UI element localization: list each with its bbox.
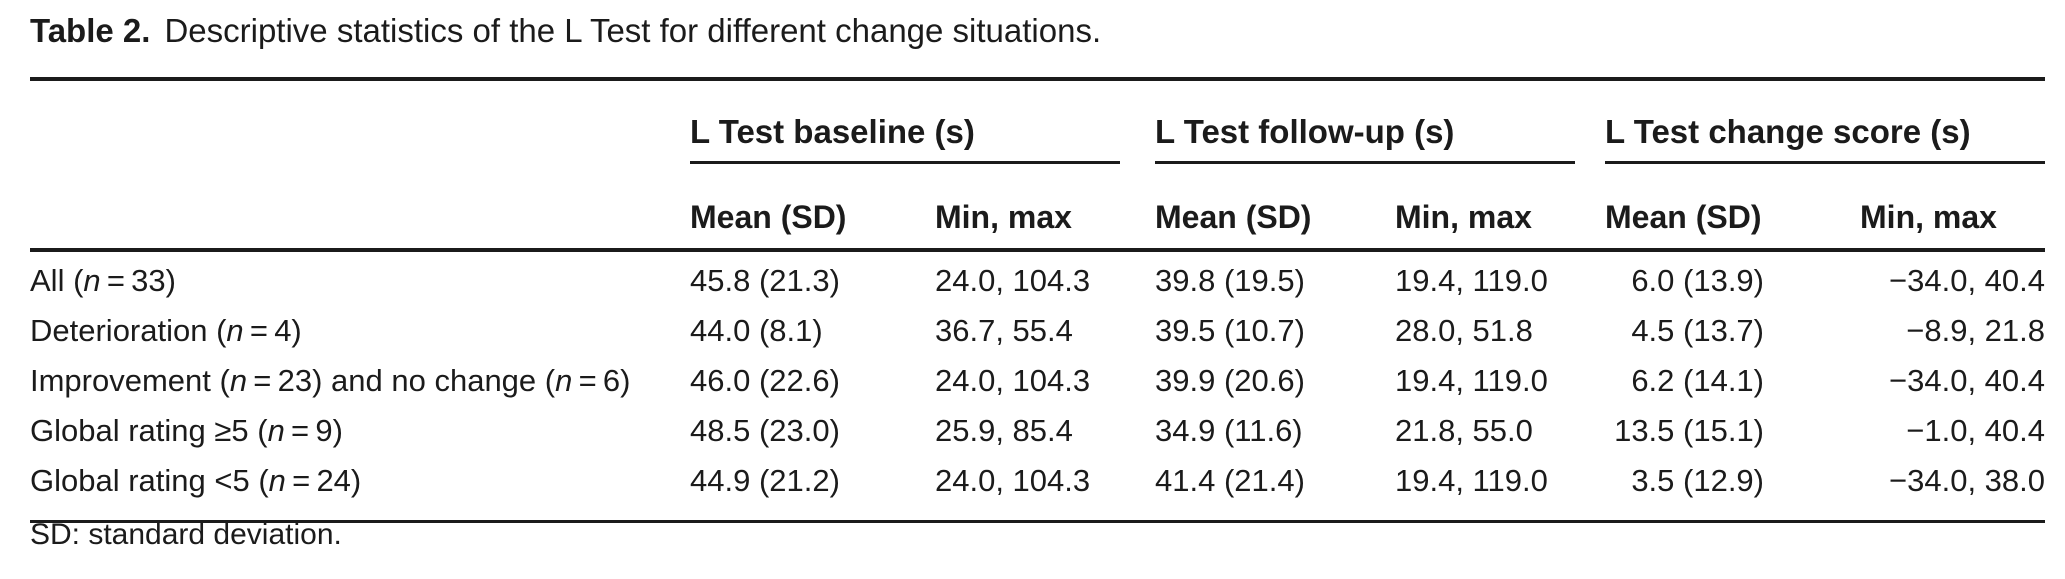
table-cell: 39.8 (19.5) <box>1155 263 1305 298</box>
table-number: Table 2. <box>30 12 151 49</box>
table-cell: 19.4, 119.0 <box>1395 263 1548 298</box>
column-gap <box>1120 162 1155 252</box>
subheader-followup-mean: Mean (SD) <box>1155 162 1395 252</box>
table-row: Deterioration (n = 4) 44.0 (8.1) 36.7, 55.… <box>30 306 2045 356</box>
table-cell: 19.4, 119.0 <box>1395 463 1548 498</box>
table-cell: 13.5 (15.1) <box>1614 413 1765 448</box>
table-cell: −1.0, 40.4 <box>1906 413 2046 448</box>
table-cell: 39.9 (20.6) <box>1155 363 1305 398</box>
column-group-change-score: L Test change score (s) <box>1605 79 2046 164</box>
table-cell: −34.0, 40.4 <box>1889 363 2046 398</box>
column-gap <box>1575 356 1605 406</box>
stub-cell <box>30 162 690 252</box>
table-cell: 28.0, 51.8 <box>1395 313 1533 348</box>
table-caption-text: Descriptive statistics of the L Test for… <box>164 12 1102 49</box>
column-gap <box>1575 162 1606 252</box>
stub-cell <box>30 79 690 163</box>
table-cell: 19.4, 119.0 <box>1395 363 1548 398</box>
subheader-row: Mean (SD) Min, max Mean (SD) Min, max Me… <box>30 162 2046 252</box>
table-cell: 24.0, 104.3 <box>935 363 1091 398</box>
table-cell: 21.8, 55.0 <box>1395 413 1533 448</box>
table-cell: 4.5 (13.7) <box>1631 313 1765 348</box>
table-body: All (n = 33) 45.8 (21.3) 24.0, 104.3 39.8 (… <box>30 250 2045 522</box>
column-gap <box>1575 79 1605 163</box>
table-cell: 25.9, 85.4 <box>935 413 1073 448</box>
column-gap <box>1120 406 1155 456</box>
column-gap <box>1120 79 1155 163</box>
table-row: Global rating <5 (n = 24) 44.9 (21.2) 24.0… <box>30 456 2045 522</box>
row-label: Deterioration (n = 4) <box>30 313 302 348</box>
table-cell: 24.0, 104.3 <box>935 463 1091 498</box>
column-gap <box>1120 306 1155 356</box>
table-cell: 3.5 (12.9) <box>1631 463 1765 498</box>
table-cell: 45.8 (21.3) <box>690 263 840 298</box>
table-cell: 46.0 (22.6) <box>690 363 840 398</box>
table-cell: 36.7, 55.4 <box>935 313 1073 348</box>
subheader-change-mean: Mean (SD) <box>1605 162 1861 252</box>
table-row: All (n = 33) 45.8 (21.3) 24.0, 104.3 39.8 (… <box>30 250 2045 306</box>
table-cell: 39.5 (10.7) <box>1155 313 1305 348</box>
table-footnote: SD: standard deviation. <box>30 518 342 551</box>
table-cell: 24.0, 104.3 <box>935 263 1091 298</box>
table-cell: 6.2 (14.1) <box>1631 363 1765 398</box>
table-row: Global rating ≥5 (n = 9) 48.5 (23.0) 25.9,… <box>30 406 2045 456</box>
column-group-baseline: L Test baseline (s) <box>690 79 1120 164</box>
descriptive-statistics-table: L Test baseline (s) L Test follow-up (s)… <box>30 77 2046 523</box>
subheader-change-minmax: Min, max <box>1860 162 2046 252</box>
row-label: All (n = 33) <box>30 263 176 298</box>
subheader-followup-minmax: Min, max <box>1395 162 1576 252</box>
table-cell: 41.4 (21.4) <box>1155 463 1305 498</box>
column-gap <box>1120 456 1155 522</box>
table-cell: 44.9 (21.2) <box>690 463 840 498</box>
column-group-followup: L Test follow-up (s) <box>1155 79 1576 164</box>
column-gap <box>1575 250 1605 306</box>
row-label: Global rating <5 (n = 24) <box>30 463 362 498</box>
table-cell: −34.0, 40.4 <box>1889 263 2046 298</box>
column-gap <box>1120 356 1155 406</box>
table-cell: 44.0 (8.1) <box>690 313 823 348</box>
table-cell: 6.0 (13.9) <box>1631 263 1765 298</box>
subheader-baseline-mean: Mean (SD) <box>690 162 935 252</box>
table-cell: −34.0, 38.0 <box>1889 463 2046 498</box>
table-cell: 34.9 (11.6) <box>1155 413 1303 448</box>
row-label: Improvement (n = 23) and no change (n = … <box>30 363 631 398</box>
table-row: Improvement (n = 23) and no change (n = … <box>30 356 2045 406</box>
subheader-baseline-minmax: Min, max <box>935 162 1120 252</box>
column-gap <box>1575 456 1605 522</box>
column-gap <box>1120 250 1155 306</box>
table-cell: 48.5 (23.0) <box>690 413 840 448</box>
table-caption: Table 2. Descriptive statistics of the L … <box>30 10 1101 52</box>
table-cell: −8.9, 21.8 <box>1906 313 2046 348</box>
column-gap <box>1575 306 1605 356</box>
column-gap <box>1575 406 1605 456</box>
group-header-row: L Test baseline (s) L Test follow-up (s)… <box>30 79 2046 164</box>
row-label: Global rating ≥5 (n = 9) <box>30 413 343 448</box>
